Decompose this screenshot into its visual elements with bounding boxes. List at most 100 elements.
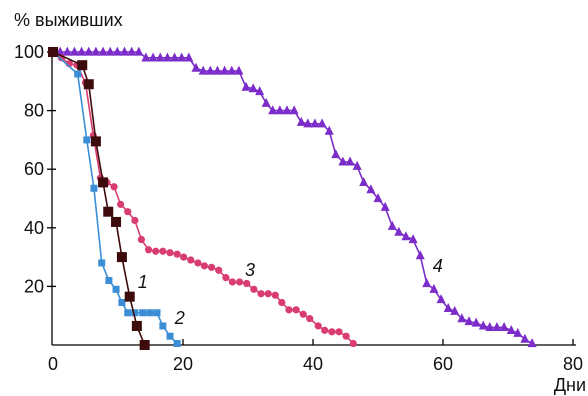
series-4-point	[457, 313, 467, 323]
series-2-point	[124, 309, 132, 317]
series-3-point	[173, 250, 181, 258]
series-4-point	[62, 46, 72, 56]
series-3-point	[124, 208, 132, 216]
series-4-point	[275, 105, 285, 115]
series-3-point	[328, 328, 336, 336]
series-3-point	[335, 328, 343, 336]
series-1	[48, 47, 150, 350]
series-4-point	[134, 46, 144, 56]
series-2-point	[112, 285, 120, 293]
series-1-label: 1	[138, 272, 148, 292]
series-4-point	[422, 278, 432, 288]
series-1-point	[131, 320, 142, 331]
series-4-point	[141, 52, 151, 62]
series-4-point	[317, 118, 327, 128]
y-tick-label: 80	[24, 101, 44, 121]
series-4-point	[170, 52, 180, 62]
series-3-point	[208, 263, 216, 271]
series-3-point	[180, 253, 188, 261]
series-4-point	[162, 52, 172, 62]
series-3-point	[194, 259, 202, 267]
series-3-label: 3	[245, 260, 255, 280]
series-4-point	[112, 46, 122, 56]
series-3-point	[306, 315, 314, 323]
series-3-point	[137, 235, 145, 244]
series-4-point	[366, 184, 376, 194]
series-4-point	[443, 302, 453, 312]
series-4-point	[310, 118, 320, 128]
series-2-point	[98, 259, 106, 267]
series-2-point	[105, 277, 113, 285]
series-3-point	[228, 278, 236, 286]
series-4-point	[98, 46, 108, 56]
series-1-point	[116, 252, 127, 263]
series-4-point	[373, 193, 383, 203]
series-3-point	[200, 262, 209, 270]
series-4-point	[450, 305, 460, 315]
series-4-point	[268, 105, 278, 115]
series-4-point	[478, 320, 488, 330]
series-2-point	[166, 332, 174, 340]
series-3-point	[235, 278, 244, 286]
series-1-point	[90, 136, 101, 147]
series-4-point	[492, 322, 502, 332]
series-2-point	[139, 309, 147, 317]
series-3-point	[257, 290, 265, 298]
series-2-point	[74, 70, 82, 78]
series-4-point	[506, 324, 516, 334]
series-4-point	[429, 283, 439, 293]
series-2-point	[131, 309, 139, 317]
series-2-point	[83, 136, 91, 144]
series-4-point	[177, 52, 187, 62]
series-4-point	[155, 52, 165, 62]
series-4-point	[289, 105, 299, 115]
series-4-point	[345, 156, 355, 166]
series-4-point	[296, 116, 306, 126]
series-2-point	[146, 309, 154, 317]
series-4-point	[520, 333, 530, 343]
series-4-point	[77, 46, 87, 56]
series-3-point	[285, 306, 293, 314]
series-4-point	[485, 322, 495, 332]
series-3-point	[271, 291, 279, 299]
series-3-point	[264, 290, 272, 298]
series-4-point	[331, 149, 341, 159]
series-4-point	[184, 52, 194, 62]
x-tick-label: 0	[48, 354, 58, 374]
series-4-point	[205, 65, 215, 75]
series-4-point	[91, 46, 101, 56]
series-3-point	[243, 279, 251, 288]
series-2-point	[173, 340, 181, 348]
series-1-point	[48, 47, 58, 57]
y-axis-label: % выживших	[14, 10, 123, 30]
series-4-point	[471, 317, 481, 327]
series-3-line	[52, 51, 354, 345]
series-4-point	[261, 97, 271, 107]
series-4-point	[359, 176, 369, 186]
series-2-point	[153, 309, 161, 317]
series-4-point	[394, 226, 404, 236]
series-4-point	[282, 105, 292, 115]
series-3-point	[292, 306, 300, 314]
series-2-point	[118, 299, 126, 307]
series-3-point	[215, 266, 223, 274]
series-2-label: 2	[174, 308, 185, 328]
series-4	[48, 46, 537, 348]
series-4-point	[255, 86, 265, 96]
series-4-point	[84, 46, 94, 56]
series-4-point	[227, 65, 237, 75]
series-1-point	[83, 79, 94, 90]
x-tick-label: 40	[303, 354, 323, 374]
series-3-point	[117, 200, 125, 208]
series-4-point	[220, 65, 230, 75]
series-3-point	[349, 339, 357, 348]
series-3-point	[152, 247, 160, 255]
series-3-point	[342, 332, 350, 340]
series-1-point	[111, 216, 122, 227]
series-3-point	[110, 183, 118, 191]
x-axis-label: Дни	[554, 375, 586, 395]
series-3-point	[321, 326, 329, 334]
series-4-point	[69, 46, 79, 56]
series-3-point	[131, 216, 139, 225]
